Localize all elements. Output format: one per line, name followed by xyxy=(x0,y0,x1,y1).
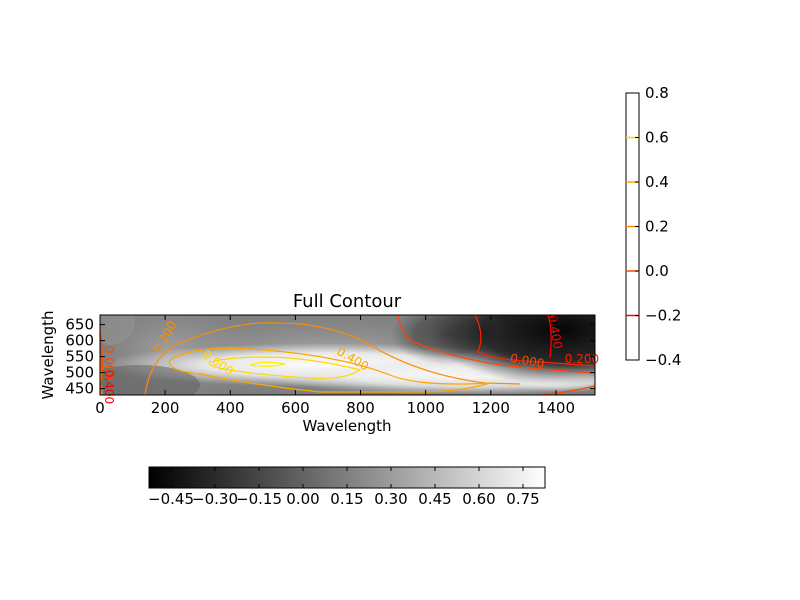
contour-neg-2 xyxy=(547,315,552,359)
x-tick-label: 0 xyxy=(95,399,105,417)
colorbar-v-tick-label: 0.0 xyxy=(645,262,669,280)
colorbar-v-tick-label: 0.8 xyxy=(645,84,669,102)
x-tick-label: 200 xyxy=(151,399,180,417)
colorbar-v-tick-label: −0.2 xyxy=(645,307,681,325)
colorbar-vertical: 0.8 0.6 0.4 0.2 0.0 −0.2 −0.4 xyxy=(625,84,681,369)
colorbar-horizontal: −0.45−0.30−0.15 0.00 0.15 0.30 0.45 0.60 0.75 xyxy=(148,466,546,508)
y-tick-label: 500 xyxy=(65,364,94,382)
contour-0.7 xyxy=(249,361,286,367)
colorbar-h-tick-label: 0.00 xyxy=(286,490,319,508)
x-tick-label: 1000 xyxy=(407,399,445,417)
colorbar-h-tick-label: 0.30 xyxy=(374,490,407,508)
contour-label: 0.400 xyxy=(545,314,565,350)
contour-neg xyxy=(474,315,595,367)
colorbar-v-tick-label: 0.2 xyxy=(645,218,669,236)
contour-0.4 xyxy=(168,347,491,393)
x-tick-label: 800 xyxy=(346,399,375,417)
colorbar-h-tick-label: 0.15 xyxy=(330,490,363,508)
contour-0.6 xyxy=(208,356,362,379)
x-axis-label: Wavelength xyxy=(303,417,392,435)
plot-frame xyxy=(99,314,596,396)
x-tick-label: 600 xyxy=(281,399,310,417)
colorbar-vertical-ticks: 0.8 0.6 0.4 0.2 0.0 −0.2 −0.4 xyxy=(635,84,681,369)
x-tick-label: 1400 xyxy=(537,399,575,417)
colorbar-h-tick-label: 0.75 xyxy=(506,490,539,508)
colorbar-h-tick-label: −0.15 xyxy=(236,490,282,508)
colorbar-horizontal-ticks: −0.45−0.30−0.15 0.00 0.15 0.30 0.45 0.60 0.75 xyxy=(148,467,540,508)
x-tick-label: 1200 xyxy=(472,399,510,417)
colorbar-h-tick-label: −0.30 xyxy=(192,490,238,508)
y-tick-label: 600 xyxy=(65,332,94,350)
x-axis-ticks: 0 200 400 600 800 1000 1200 1400 xyxy=(95,315,575,417)
colorbar-h-tick-label: −0.45 xyxy=(148,490,194,508)
colorbar-horizontal-gradient xyxy=(149,467,545,488)
colorbar-h-tick-label: 0.60 xyxy=(462,490,495,508)
colorbar-v-tick-label: 0.6 xyxy=(645,129,669,147)
contour-label: 0.200 xyxy=(565,352,599,366)
contour-label: 0.400 xyxy=(102,370,116,404)
x-tick-label: 400 xyxy=(216,399,245,417)
y-tick-label: 650 xyxy=(65,316,94,334)
colorbar-v-tick-label: −0.4 xyxy=(645,351,681,369)
contour-label: 0.000 xyxy=(102,346,116,380)
y-tick-label: 450 xyxy=(65,380,94,398)
y-axis-label: Wavelength xyxy=(39,311,57,400)
colorbar-h-tick-label: 0.45 xyxy=(418,490,451,508)
y-tick-label: 550 xyxy=(65,348,94,366)
chart-title: Full Contour xyxy=(293,291,402,312)
colorbar-v-tick-label: 0.4 xyxy=(645,173,669,191)
contour-label: 0.000 xyxy=(509,351,545,371)
